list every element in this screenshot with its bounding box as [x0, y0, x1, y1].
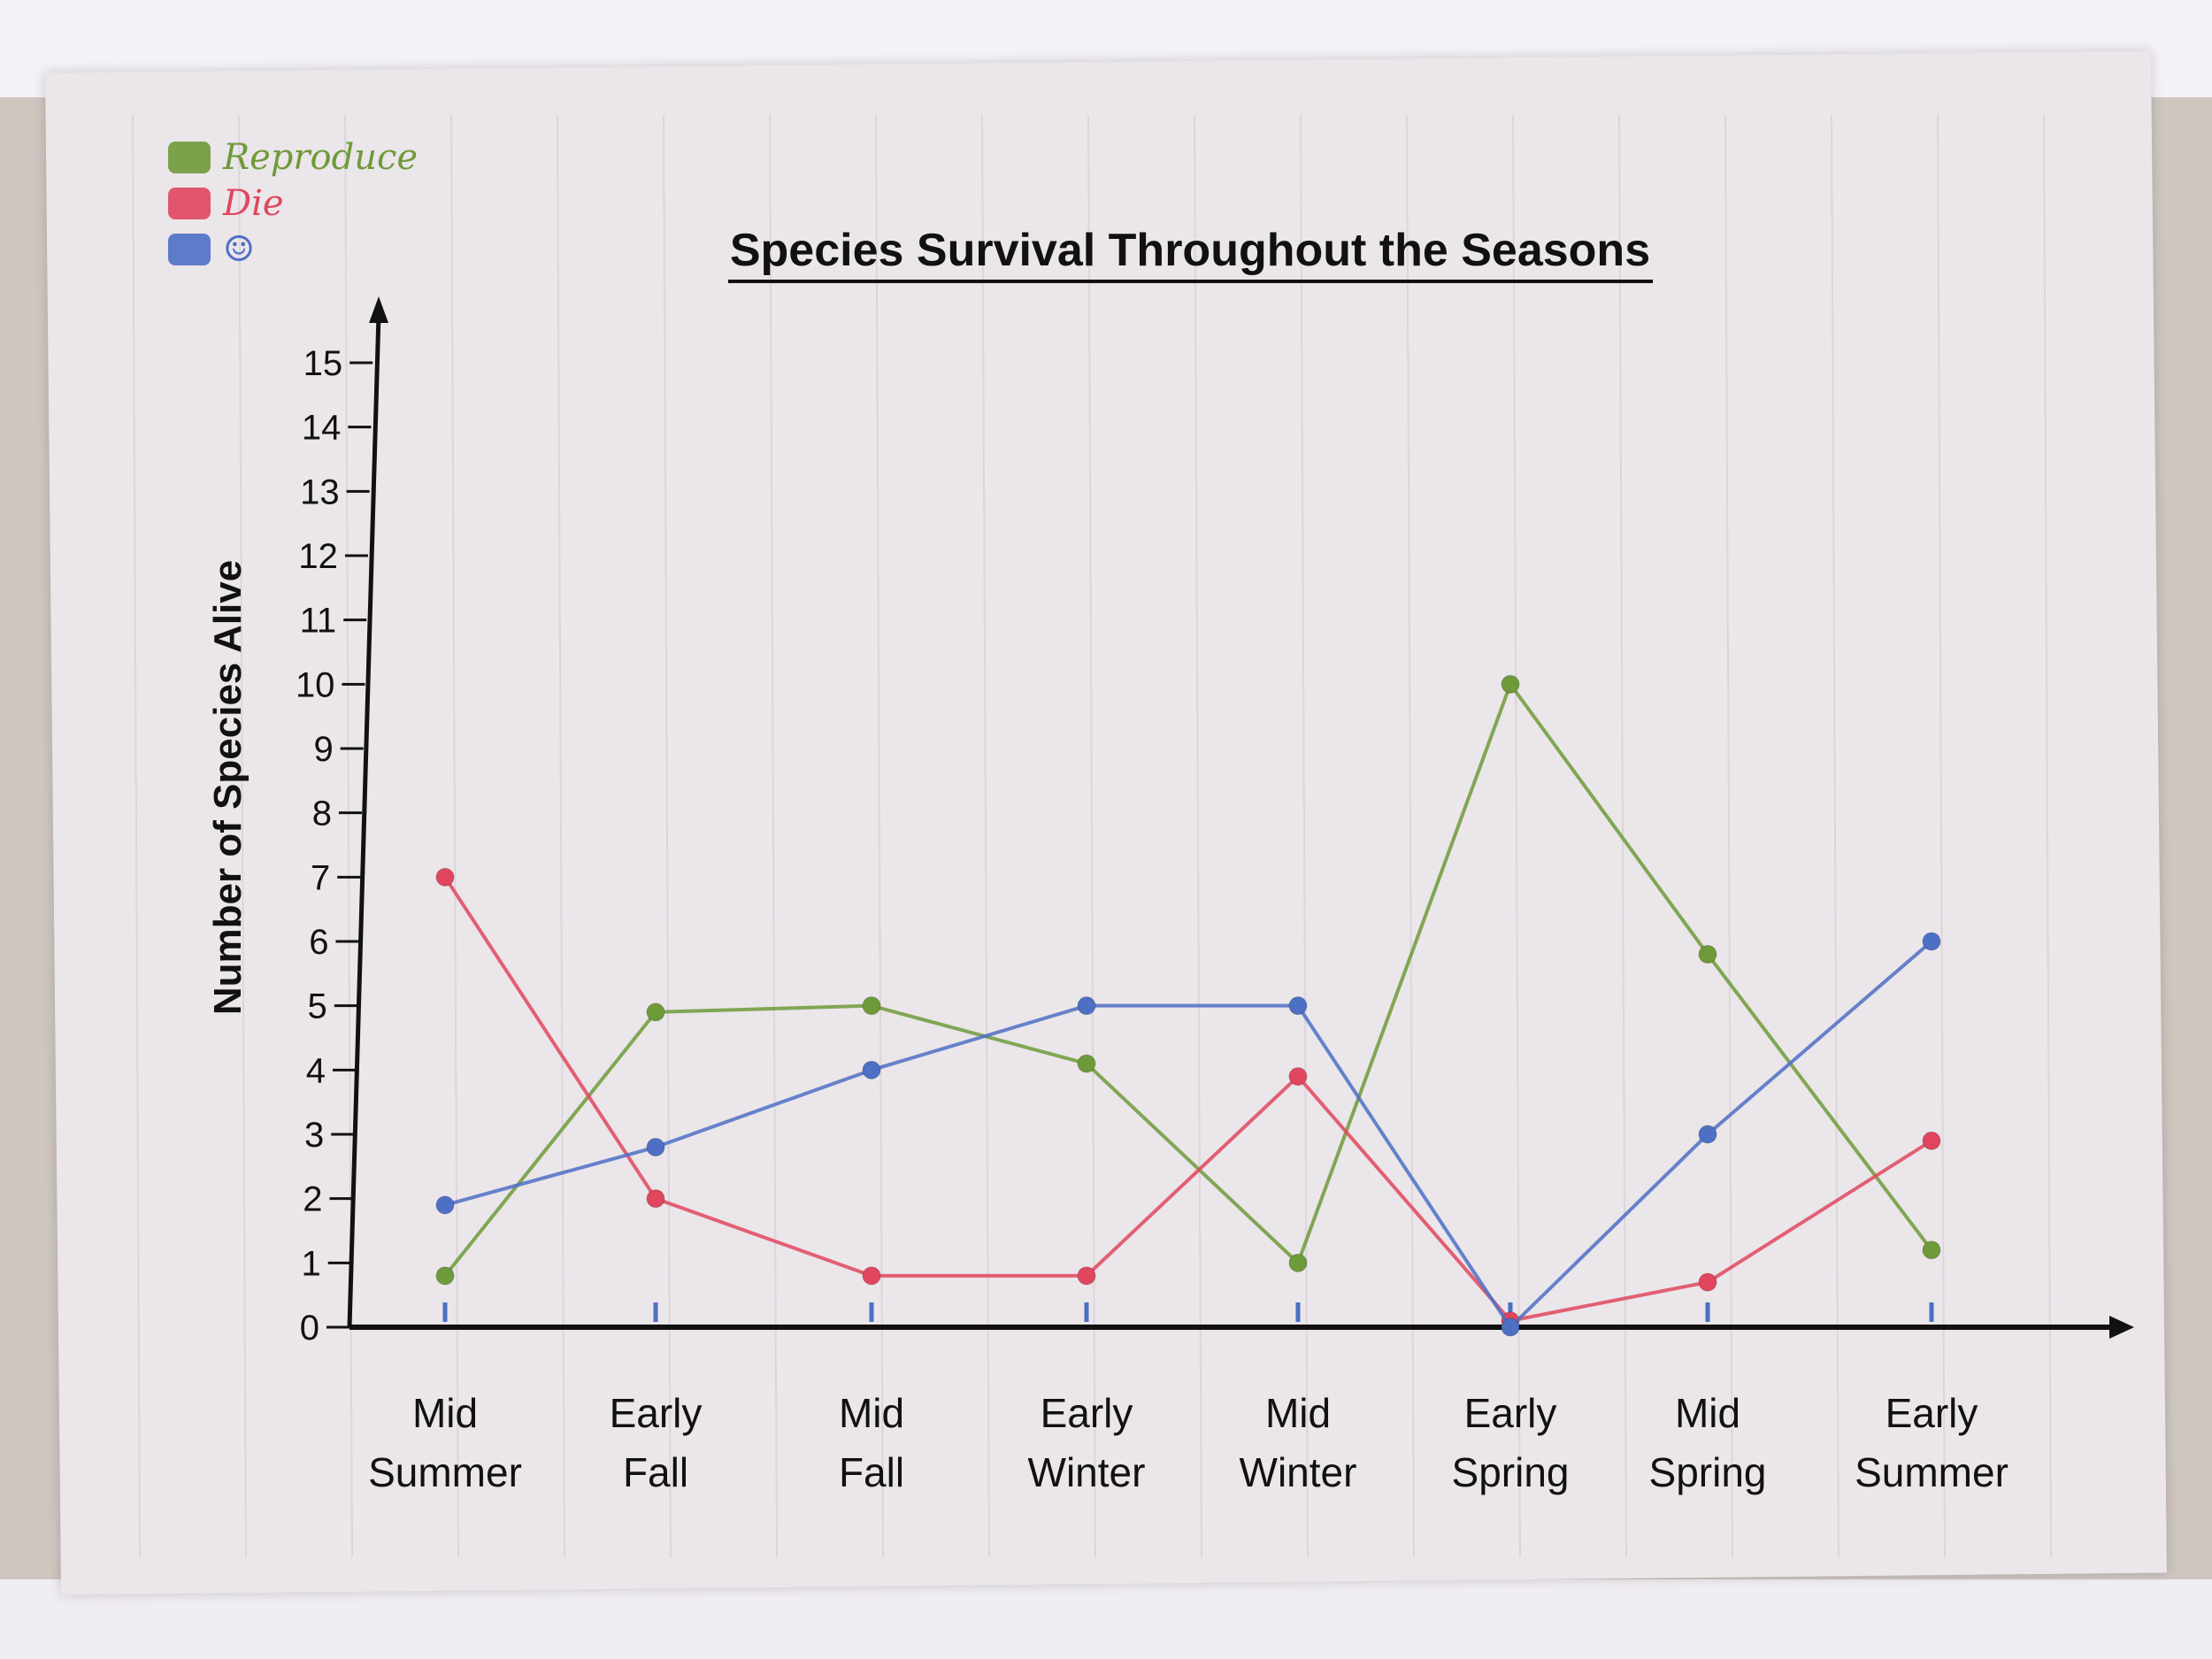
legend: Reproduce Die ☺ — [168, 137, 418, 270]
y-tick-label: 6 — [309, 923, 328, 962]
legend-swatch — [168, 142, 211, 173]
paper-rule-line — [1831, 114, 1839, 1558]
data-point — [1288, 996, 1308, 1016]
x-tick-label: Winter — [1028, 1449, 1146, 1495]
data-point — [1698, 1125, 1717, 1144]
x-tick-label: Early — [1041, 1390, 1133, 1436]
y-tick-label: 8 — [312, 795, 332, 833]
legend-label: Die — [222, 183, 284, 224]
x-tick-label: Summer — [368, 1449, 522, 1495]
y-tick-label: 2 — [303, 1180, 322, 1219]
paper-rule-line — [1406, 114, 1415, 1558]
data-point — [1698, 1272, 1717, 1292]
paper-rule-line — [344, 114, 353, 1558]
paper-rule-line — [1937, 114, 1946, 1558]
y-tick-label: 10 — [296, 665, 335, 704]
data-point — [1922, 932, 1941, 951]
data-point — [435, 1195, 455, 1215]
data-point — [646, 1138, 665, 1157]
y-axis-label: Number of Species Alive — [206, 560, 250, 1015]
x-tick-label: Mid — [1675, 1390, 1740, 1436]
paper-rule-line — [2043, 114, 2052, 1558]
y-tick-label: 11 — [300, 602, 337, 641]
y-tick-label: 5 — [307, 987, 326, 1026]
paper-rule-line — [663, 114, 672, 1558]
y-tick-label: 0 — [300, 1309, 319, 1348]
y-axis-line — [347, 313, 381, 1328]
y-tick-label: 12 — [298, 537, 338, 576]
data-point — [1288, 1067, 1308, 1087]
data-point — [435, 1266, 455, 1286]
y-tick-label: 14 — [302, 409, 342, 448]
x-tick-label: Spring — [1649, 1449, 1767, 1495]
x-ticks: Mid Summer Early Fall Mid Fall Early Winter Mid W… — [368, 1302, 2008, 1495]
legend-swatch — [168, 234, 211, 265]
data-point — [1077, 1054, 1096, 1073]
series-line — [443, 876, 1933, 1323]
x-tick-label: Fall — [839, 1449, 904, 1495]
paper-rule-line — [981, 114, 990, 1558]
legend-swatch — [168, 188, 211, 219]
y-tick-label: 7 — [311, 858, 330, 897]
paper-rule-line — [132, 114, 141, 1558]
y-tick-label: 9 — [313, 730, 333, 769]
data-point — [862, 1266, 881, 1286]
x-tick-label: Early — [610, 1390, 703, 1436]
x-tick-label: Mid — [412, 1390, 478, 1436]
x-tick-label: Early — [1886, 1390, 1978, 1436]
x-tick-label: Spring — [1452, 1449, 1570, 1495]
x-tick-label: Mid — [1265, 1390, 1331, 1436]
legend-label: ☺ — [223, 229, 255, 270]
data-point — [1501, 1317, 1520, 1337]
data-point — [1077, 1266, 1096, 1286]
y-axis-arrow — [369, 296, 388, 323]
data-point — [862, 1060, 881, 1079]
data-point — [1501, 674, 1520, 694]
x-tick-label: Mid — [839, 1390, 904, 1436]
x-tick-label: Early — [1464, 1390, 1557, 1436]
paper-rule-line — [238, 114, 247, 1558]
paper-rule-line — [450, 114, 459, 1558]
series-lines — [435, 674, 1941, 1337]
data-point — [1077, 996, 1096, 1016]
x-axis-arrow — [2109, 1316, 2134, 1339]
data-point — [435, 867, 455, 887]
y-tick-label: 3 — [304, 1116, 324, 1155]
paper-rule-line — [769, 114, 778, 1558]
y-tick-label: 15 — [303, 344, 343, 383]
data-point — [1922, 1131, 1941, 1150]
data-point — [1288, 1253, 1308, 1272]
paper-ruling — [132, 114, 2052, 1558]
paper-rule-line — [1724, 114, 1733, 1558]
data-point — [1922, 1240, 1941, 1260]
series-line — [443, 682, 1933, 1278]
chart-title: Species Survival Throughout the Seasons — [730, 225, 1650, 276]
x-tick-label: Winter — [1240, 1449, 1357, 1495]
series-line — [444, 940, 1933, 1329]
paper-rule-line — [557, 114, 565, 1558]
data-point — [646, 1189, 665, 1209]
data-point — [1698, 945, 1717, 964]
y-tick-label: 1 — [301, 1244, 320, 1283]
paper-rule-line — [1512, 114, 1521, 1558]
axes — [347, 296, 2134, 1339]
paper-rule-line — [875, 114, 884, 1558]
paper-rule-line — [1300, 114, 1309, 1558]
y-tick-label: 4 — [306, 1051, 326, 1090]
x-tick-label: Summer — [1855, 1449, 2008, 1495]
paper-rule-line — [1087, 114, 1096, 1558]
data-point — [862, 996, 881, 1016]
notebook-page-bottom — [0, 1579, 2212, 1659]
y-tick-label: 13 — [300, 472, 340, 511]
x-tick-label: Fall — [623, 1449, 688, 1495]
legend-label: Reproduce — [222, 137, 418, 178]
paper-rule-line — [1194, 114, 1202, 1558]
data-point — [646, 1002, 665, 1022]
